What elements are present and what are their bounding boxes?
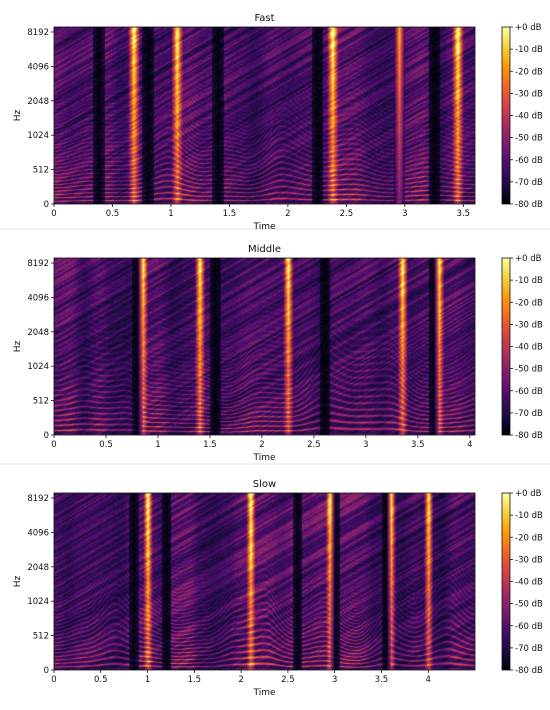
y-tick-label: 1024 (27, 131, 49, 141)
y-tick-label: 512 (33, 397, 49, 407)
colorbar-tick-label: -10 dB (515, 276, 543, 286)
colorbar-tick-label: -70 dB (515, 178, 543, 188)
x-tick-label: 3 (402, 209, 407, 219)
x-tick-label: 2.5 (281, 675, 295, 685)
colorbar-tick-label: -40 dB (515, 343, 543, 353)
x-tick-label: 2.5 (307, 440, 321, 450)
colorbar (502, 258, 510, 435)
x-tick-label: 3 (332, 675, 337, 685)
y-tick-label: 0 (44, 200, 49, 210)
x-tick-label: 1 (145, 675, 150, 685)
colorbar (502, 27, 510, 204)
colorbar-tick-label: -50 dB (515, 134, 543, 144)
colorbar-tick-label: -60 dB (515, 156, 543, 166)
x-tick-label: 0 (51, 675, 56, 685)
x-tick-label: 3.5 (457, 209, 471, 219)
x-tick-label: 1 (168, 209, 173, 219)
colorbar-tick-label: -30 dB (515, 320, 543, 330)
panel-title: Fast (254, 13, 274, 24)
colorbar-tick-label: -10 dB (515, 511, 543, 521)
colorbar-tick-label: +0 dB (515, 254, 542, 264)
x-axis-label: Time (252, 222, 275, 232)
y-tick-label: 0 (44, 666, 49, 676)
x-tick-label: 2.5 (340, 209, 354, 219)
spectrogram-heatmap (54, 258, 475, 435)
y-tick-label: 512 (33, 632, 49, 642)
panel-title: Slow (253, 479, 276, 490)
y-tick-label: 8192 (27, 494, 49, 504)
x-tick-label: 4 (426, 675, 431, 685)
x-tick-label: 0.5 (106, 209, 120, 219)
y-tick-label: 4096 (27, 528, 49, 538)
x-tick-label: 3.5 (411, 440, 425, 450)
colorbar-tick-label: -80 dB (515, 431, 543, 441)
plot-frame (53, 26, 476, 205)
x-tick-label: 0 (51, 209, 56, 219)
colorbar-tick-label: -30 dB (515, 555, 543, 565)
colorbar-tick-label: -80 dB (515, 200, 543, 210)
colorbar-tick-label: -20 dB (515, 298, 543, 308)
colorbar (502, 493, 510, 670)
colorbar-tick-label: -40 dB (515, 112, 543, 122)
y-axis-label: Hz (13, 340, 23, 352)
spectrogram-panel-slow: Slow 0 0.5 1 1.5 2 2.5 3 3.5 4 Time 0 512 1024 2048 409… (13, 479, 543, 698)
y-tick-label: 8192 (27, 28, 49, 38)
y-tick-label: 2048 (27, 97, 49, 107)
x-tick-label: 0 (51, 440, 56, 450)
y-tick-label: 1024 (27, 362, 49, 372)
x-tick-label: 1.5 (203, 440, 217, 450)
x-axis-label: Time (252, 453, 275, 463)
spectrogram-panel-fast: Fast 0 0.5 1 1.5 2 2.5 3 3.5 Time 0 512 1024 2048 4096… (13, 13, 543, 232)
x-tick-label: 3 (363, 440, 368, 450)
y-tick-label: 512 (33, 166, 49, 176)
y-tick-label: 0 (44, 431, 49, 441)
x-tick-label: 0.5 (99, 440, 113, 450)
colorbar-tick-label: +0 dB (515, 23, 542, 33)
y-tick-label: 2048 (27, 563, 49, 573)
x-tick-label: 2 (285, 209, 290, 219)
y-axis-label: Hz (13, 109, 23, 121)
x-tick-label: 1.5 (188, 675, 202, 685)
x-tick-label: 3.5 (375, 675, 389, 685)
colorbar-tick-label: -50 dB (515, 600, 543, 610)
x-axis-label: Time (252, 688, 275, 698)
colorbar-tick-label: -40 dB (515, 578, 543, 588)
spectrogram-panel-middle: Middle 0 0.5 1 1.5 2 2.5 3 3.5 4 Time 0 512 1024 2048 4… (13, 244, 543, 463)
colorbar-tick-label: -20 dB (515, 533, 543, 543)
spectrogram-heatmap (54, 27, 475, 204)
colorbar-tick-label: -20 dB (515, 67, 543, 77)
x-tick-label: 0.5 (94, 675, 108, 685)
y-tick-label: 2048 (27, 328, 49, 338)
x-tick-label: 1 (155, 440, 160, 450)
y-tick-label: 8192 (27, 259, 49, 269)
colorbar-tick-label: -30 dB (515, 89, 543, 99)
colorbar-tick-label: -80 dB (515, 666, 543, 676)
panel-title: Middle (248, 244, 281, 255)
plot-frame (53, 257, 476, 436)
spectrogram-heatmap (54, 493, 475, 670)
plot-frame (53, 492, 476, 671)
colorbar-tick-label: -10 dB (515, 45, 543, 55)
colorbar-tick-label: -70 dB (515, 409, 543, 419)
x-tick-label: 2 (259, 440, 264, 450)
x-tick-label: 2 (238, 675, 243, 685)
x-tick-label: 4 (467, 440, 472, 450)
y-tick-label: 4096 (27, 293, 49, 303)
y-axis-label: Hz (13, 575, 23, 587)
x-tick-label: 1.5 (223, 209, 237, 219)
colorbar-tick-label: -60 dB (515, 622, 543, 632)
colorbar-tick-label: +0 dB (515, 489, 542, 499)
y-tick-label: 4096 (27, 62, 49, 72)
y-tick-label: 1024 (27, 597, 49, 607)
colorbar-tick-label: -50 dB (515, 365, 543, 375)
colorbar-tick-label: -70 dB (515, 644, 543, 654)
colorbar-tick-label: -60 dB (515, 387, 543, 397)
